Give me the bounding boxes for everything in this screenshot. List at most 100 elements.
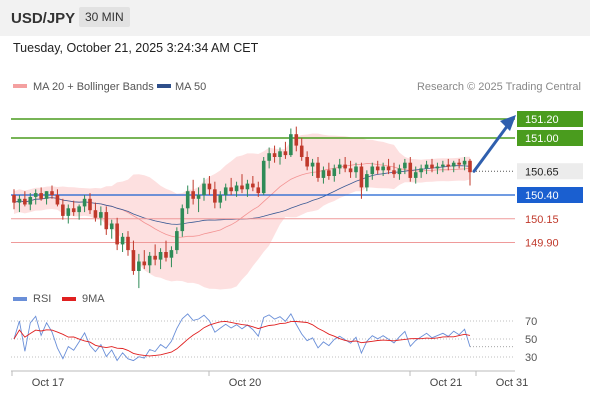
legend-rsi: RSI xyxy=(33,293,51,305)
candle xyxy=(126,231,130,256)
candle xyxy=(191,179,195,205)
candle-body xyxy=(180,208,185,232)
candle-body xyxy=(278,151,282,157)
candle-body xyxy=(153,255,157,260)
candle xyxy=(381,162,385,176)
candle-body xyxy=(120,236,125,245)
candle-body xyxy=(23,198,27,205)
candle xyxy=(169,246,174,268)
header-bar: USD/JPY 30 MIN xyxy=(0,0,590,36)
candle xyxy=(82,195,87,213)
candle-body xyxy=(82,198,87,207)
candle xyxy=(299,138,304,161)
candle xyxy=(61,198,65,220)
candle xyxy=(332,164,337,182)
candle xyxy=(88,193,92,214)
timeframe-badge[interactable]: 30 MIN xyxy=(79,7,130,27)
legend-rsi-ma: 9MA xyxy=(82,293,105,305)
support-label-5: 149.90 xyxy=(525,238,559,250)
resistance-label-0: 151.20 xyxy=(525,114,559,126)
candle xyxy=(164,240,168,262)
candle-body xyxy=(261,160,266,194)
candle xyxy=(267,147,271,169)
candle-body xyxy=(28,196,33,205)
candle-body xyxy=(332,168,337,176)
candle-body xyxy=(403,162,407,169)
candle-body xyxy=(185,191,190,209)
resistance-tag-0 xyxy=(517,111,583,127)
candle-body xyxy=(375,166,380,171)
candle xyxy=(289,128,293,157)
projection-arrow xyxy=(472,123,510,173)
candle-body xyxy=(169,250,174,258)
candle-body xyxy=(370,166,375,175)
current-price-label: 150.65 xyxy=(525,166,559,178)
resistance-tag-1 xyxy=(517,130,583,146)
candle xyxy=(50,185,54,199)
legend-ma20: MA 20 + Bollinger Bands xyxy=(33,81,154,93)
candle xyxy=(93,202,98,222)
candle xyxy=(419,164,423,178)
candle xyxy=(202,177,206,201)
candle-body xyxy=(175,231,179,251)
candle-body xyxy=(354,166,358,173)
candle-body xyxy=(77,206,81,213)
candle-body xyxy=(267,153,271,161)
candle xyxy=(158,248,163,270)
candle xyxy=(115,217,119,251)
timestamp: Tuesday, October 21, 2025 3:24:34 AM CET xyxy=(13,41,259,55)
candle-body xyxy=(50,191,54,195)
candle xyxy=(175,227,179,254)
candle xyxy=(234,181,239,197)
candle-body xyxy=(337,164,342,169)
candle-body xyxy=(207,183,212,190)
candle-body xyxy=(299,145,304,157)
candle xyxy=(12,189,16,210)
candle xyxy=(196,187,201,213)
pivot-tag xyxy=(517,187,583,203)
candle xyxy=(408,157,413,182)
candle-body xyxy=(12,195,16,203)
candle-body xyxy=(294,134,299,146)
candle-body xyxy=(343,164,347,169)
candle xyxy=(44,191,49,205)
candle-body xyxy=(457,162,461,165)
candle-body xyxy=(109,223,114,230)
candle xyxy=(430,158,434,173)
candle-body xyxy=(88,198,92,211)
candle xyxy=(23,191,27,207)
candle xyxy=(66,204,71,224)
candle-body xyxy=(381,166,385,171)
candle xyxy=(185,185,190,214)
candle xyxy=(213,181,217,209)
legend-swatch-ma20 xyxy=(13,84,27,88)
candle-body xyxy=(365,174,369,188)
projection-arrow-head xyxy=(500,115,516,131)
bollinger-band xyxy=(14,133,470,290)
candle xyxy=(278,147,282,165)
candle-body xyxy=(327,170,331,176)
candle xyxy=(207,176,212,195)
current-price-tag xyxy=(517,163,583,180)
candle xyxy=(104,206,109,235)
candle-body xyxy=(289,134,293,156)
candle xyxy=(109,219,114,239)
candle-body xyxy=(66,208,71,216)
candle-body xyxy=(430,164,434,169)
candle-body xyxy=(397,168,402,175)
candle xyxy=(370,162,375,180)
candle xyxy=(33,189,38,205)
candle-body xyxy=(202,183,206,195)
candle-body xyxy=(446,164,451,167)
candle-body xyxy=(213,189,217,203)
x-label-0: Oct 17 xyxy=(32,377,64,389)
candle-body xyxy=(164,252,168,258)
candle xyxy=(359,162,364,199)
candle xyxy=(365,170,369,192)
x-label-1: Oct 20 xyxy=(229,377,261,389)
candle xyxy=(99,206,103,226)
candle-body xyxy=(137,261,141,271)
candle xyxy=(28,193,33,211)
